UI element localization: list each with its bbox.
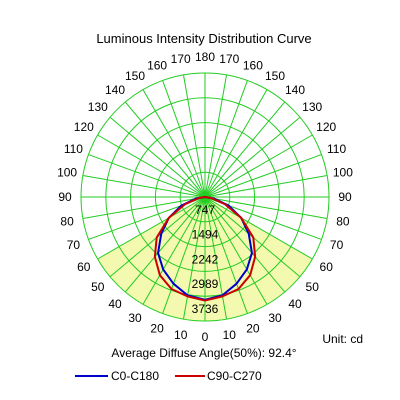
angle-label-center: 180 bbox=[195, 50, 215, 64]
grid-spoke bbox=[204, 101, 286, 198]
average-diffuse-angle: Average Diffuse Angle(50%): 92.4° bbox=[111, 346, 296, 360]
angle-label-right: 150 bbox=[265, 69, 285, 83]
angle-label-right: 110 bbox=[327, 142, 346, 156]
angle-label-right: 90 bbox=[338, 190, 352, 204]
angle-label-right: 100 bbox=[333, 166, 353, 180]
angle-label-left: 70 bbox=[67, 238, 81, 252]
series-curve-c90-c270 bbox=[153, 196, 257, 302]
legend-label-c0: C0-C180 bbox=[111, 369, 159, 383]
angle-label-left: 60 bbox=[77, 260, 91, 274]
angle-label-right: 10 bbox=[223, 328, 237, 342]
angle-label-left: 30 bbox=[128, 311, 142, 325]
angle-label-left: 20 bbox=[150, 322, 164, 336]
angle-label-left: 130 bbox=[88, 100, 108, 114]
grid-spoke bbox=[204, 196, 248, 314]
angle-label-right: 80 bbox=[336, 214, 350, 228]
grid-spoke bbox=[182, 74, 206, 198]
angle-label-right: 30 bbox=[268, 311, 282, 325]
angle-label-left: 100 bbox=[57, 166, 77, 180]
grid-spoke bbox=[97, 196, 206, 260]
angle-labels: 0102030405060708090100110120130140150160… bbox=[57, 50, 353, 344]
grid-spoke bbox=[204, 134, 313, 198]
angle-label-right: 130 bbox=[302, 100, 322, 114]
grid-spoke bbox=[204, 154, 322, 198]
angle-label-right: 70 bbox=[330, 238, 344, 252]
grid-spoke bbox=[204, 89, 268, 198]
angle-label-left: 50 bbox=[91, 280, 105, 294]
grid-spoke bbox=[162, 80, 206, 198]
series-curves bbox=[153, 196, 257, 302]
radial-tick-labels: 747 1494 2242 2989 3736 bbox=[192, 203, 219, 316]
angle-label-left: 140 bbox=[105, 83, 125, 97]
legend: C0-C180 C90-C270 bbox=[75, 369, 262, 383]
grid-spoke bbox=[182, 196, 206, 320]
angle-label-left: 90 bbox=[58, 190, 72, 204]
angle-label-left: 160 bbox=[147, 58, 167, 72]
angle-label-right: 50 bbox=[306, 280, 320, 294]
grid-spoke bbox=[82, 174, 206, 198]
angle-label-right: 60 bbox=[320, 260, 334, 274]
grid-spoke bbox=[124, 196, 206, 293]
grid-spoke bbox=[204, 74, 228, 198]
grid-spoke bbox=[204, 196, 228, 320]
grid-spoke bbox=[204, 196, 268, 305]
grid-spoke bbox=[97, 134, 206, 198]
radial-tick-label: 2989 bbox=[192, 277, 219, 291]
grid-spoke bbox=[88, 154, 206, 198]
grid-spoke bbox=[204, 80, 248, 198]
unit-label: Unit: cd bbox=[322, 332, 363, 346]
grid-spoke bbox=[204, 174, 328, 198]
legend-label-c90: C90-C270 bbox=[207, 369, 262, 383]
grid-spoke bbox=[162, 196, 206, 314]
grid-spoke bbox=[204, 196, 313, 260]
radial-tick-label: 3736 bbox=[192, 302, 219, 316]
angle-label-left: 120 bbox=[74, 120, 94, 134]
angle-label-left: 80 bbox=[60, 214, 74, 228]
radial-tick-label: 2242 bbox=[192, 252, 219, 266]
grid-spoke bbox=[204, 116, 301, 198]
grid-spoke bbox=[204, 196, 328, 220]
grid-spoke bbox=[109, 116, 206, 198]
grid-spoke bbox=[142, 89, 206, 198]
angle-label-right: 160 bbox=[243, 58, 263, 72]
grid-spoke bbox=[204, 196, 286, 293]
chart-title: Luminous Intensity Distribution Curve bbox=[96, 31, 311, 46]
angle-label-right: 20 bbox=[246, 322, 260, 336]
angle-label-left: 10 bbox=[174, 328, 188, 342]
angle-label-left: 110 bbox=[64, 142, 83, 156]
angle-label-right: 40 bbox=[288, 297, 302, 311]
radial-tick-label: 1494 bbox=[192, 228, 219, 242]
angle-label-left: 40 bbox=[108, 297, 122, 311]
angle-label-left: 170 bbox=[171, 52, 191, 66]
angle-label-left: 150 bbox=[125, 69, 145, 83]
grid-spoke bbox=[82, 196, 206, 220]
angle-label-right: 170 bbox=[219, 52, 239, 66]
radial-tick-label: 747 bbox=[195, 203, 215, 217]
grid-spoke bbox=[124, 101, 206, 198]
angle-label-right: 140 bbox=[285, 83, 305, 97]
angle-label-center: 0 bbox=[202, 330, 209, 344]
grid-spoke bbox=[142, 196, 206, 305]
angle-label-right: 120 bbox=[316, 120, 336, 134]
